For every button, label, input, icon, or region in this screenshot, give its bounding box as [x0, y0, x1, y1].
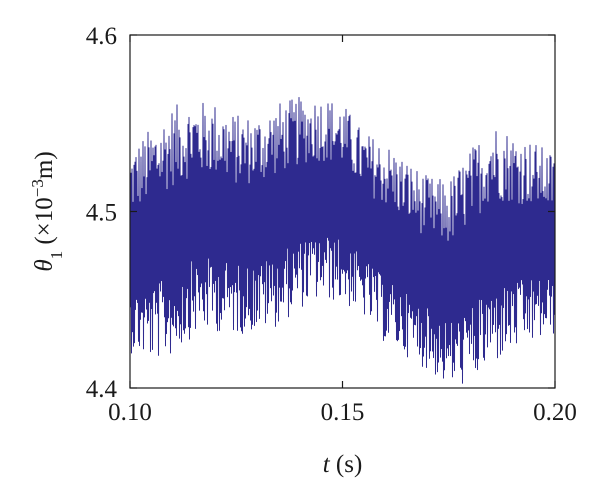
x-axis-unit: (s) — [330, 451, 363, 478]
x-axis-title: t (s) — [323, 451, 363, 478]
x-axis-variable: t — [323, 451, 331, 478]
y-tick-label: 4.4 — [86, 376, 118, 403]
x-tick-label: 0.15 — [321, 399, 365, 426]
y-tick-label: 4.6 — [86, 23, 117, 50]
tick-layer: 0.10 0.15 0.20 4.4 4.5 4.6 — [86, 23, 577, 426]
x-tick-label: 0.20 — [533, 399, 577, 426]
series-line — [129, 97, 556, 384]
y-axis-exponent: −3 — [28, 179, 47, 197]
y-axis-title: θ1 (×10−3m) — [28, 151, 66, 271]
y-axis-unit-prefix: (×10 — [31, 197, 58, 251]
y-axis-variable: θ — [31, 259, 58, 271]
series-layer — [129, 97, 556, 384]
y-tick-label: 4.5 — [86, 200, 117, 227]
x-tick-label: 0.10 — [108, 399, 152, 426]
y-axis-subscript: 1 — [47, 251, 66, 260]
y-axis-unit-suffix: m) — [31, 151, 58, 179]
